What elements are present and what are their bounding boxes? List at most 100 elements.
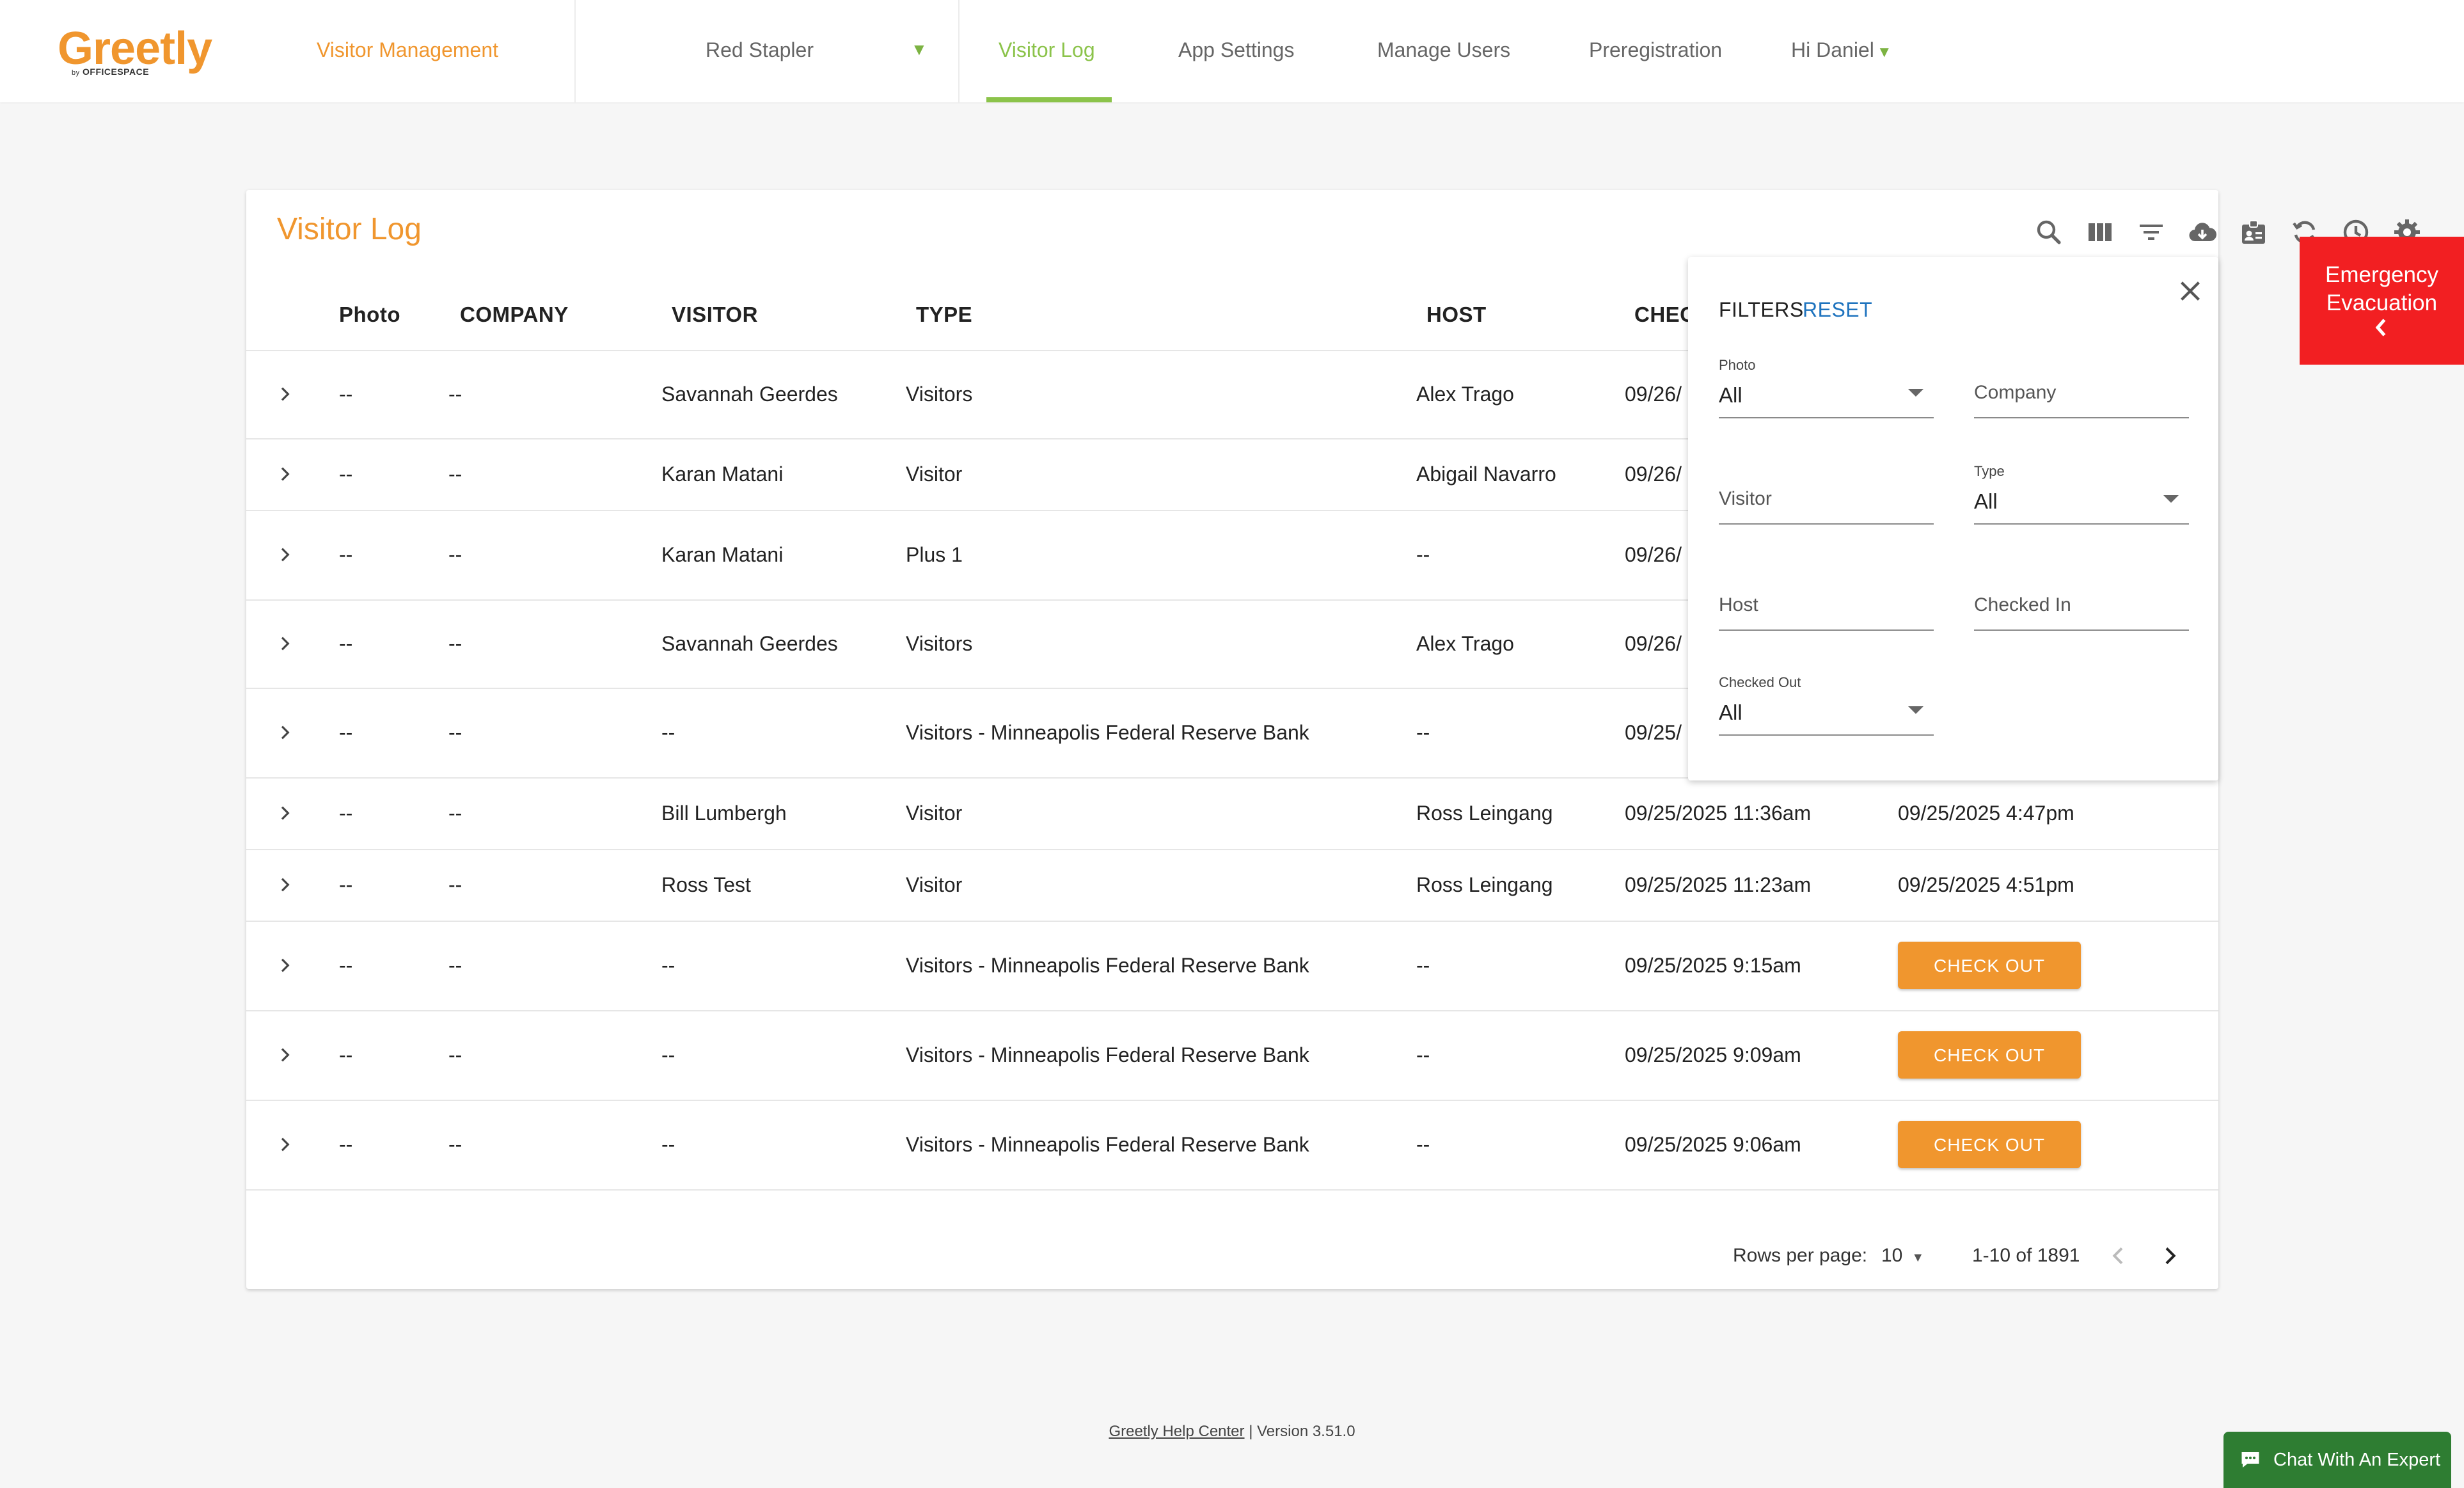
filter-company-input[interactable]: Company: [1974, 357, 2189, 421]
table-row[interactable]: -- -- Ross Test Visitor Ross Leingang 09/25/2…: [246, 849, 2218, 922]
cell-checked-out: 09/25/2025 4:51pm: [1898, 873, 2074, 896]
columns-icon[interactable]: [2085, 217, 2115, 248]
location-dropdown-arrow-icon[interactable]: ▼: [911, 40, 928, 59]
cell-company: --: [448, 1133, 462, 1156]
chevron-left-icon: [2370, 316, 2393, 339]
cell-checked-in: 09/25/: [1625, 721, 1682, 744]
location-selector[interactable]: Red Stapler: [706, 38, 814, 61]
cell-type: Visitor: [906, 463, 963, 486]
check-out-button[interactable]: CHECK OUT: [1898, 1121, 2081, 1168]
table-row[interactable]: -- -- -- Visitors - Minneapolis Federal Res…: [246, 1100, 2218, 1191]
filter-host-input[interactable]: Host: [1719, 569, 1934, 633]
cell-company: --: [448, 383, 462, 406]
table-row[interactable]: -- -- Bill Lumbergh Visitor Ross Leingang 09/…: [246, 777, 2218, 850]
cell-checked-in: 09/25/2025 9:09am: [1625, 1043, 1801, 1066]
column-header-host[interactable]: HOST: [1426, 303, 1487, 326]
chat-with-expert-button[interactable]: Chat With An Expert: [2223, 1432, 2451, 1488]
column-header-company[interactable]: COMPANY: [460, 303, 569, 326]
check-out-button[interactable]: CHECK OUT: [1898, 942, 2081, 989]
tab-manage-users[interactable]: Manage Users: [1377, 38, 1511, 61]
filter-checked-out-value: All: [1719, 700, 1742, 724]
previous-page-icon[interactable]: [2106, 1243, 2131, 1269]
expand-row-chevron-icon[interactable]: [274, 1045, 295, 1065]
help-center-link[interactable]: Greetly Help Center: [1109, 1423, 1245, 1440]
table-row[interactable]: -- -- Savannah Geerdes Visitors Alex Trago 09…: [246, 599, 2218, 689]
emergency-evacuation-button[interactable]: Emergency Evacuation: [2300, 237, 2464, 365]
filter-checked-in-placeholder: Checked In: [1974, 594, 2071, 615]
column-header-visitor[interactable]: VISITOR: [672, 303, 758, 326]
filter-checked-out-select[interactable]: Checked Out All: [1719, 674, 1934, 738]
emergency-label: Emergency Evacuation: [2300, 261, 2464, 317]
filters-reset-button[interactable]: RESET: [1803, 298, 1873, 321]
filter-visitor-input[interactable]: Visitor: [1719, 463, 1934, 527]
cell-photo: --: [339, 721, 353, 744]
expand-row-chevron-icon[interactable]: [274, 955, 295, 976]
table-row[interactable]: -- -- -- Visitors - Minneapolis Federal Res…: [246, 1010, 2218, 1101]
field-underline: [1719, 629, 1934, 631]
expand-row-chevron-icon[interactable]: [274, 1134, 295, 1155]
field-underline: [1719, 417, 1934, 418]
column-header-checked-in[interactable]: CHEC: [1634, 303, 1696, 326]
cell-visitor: Savannah Geerdes: [661, 632, 838, 655]
cell-checked-in: 09/26/: [1625, 463, 1682, 486]
check-out-button[interactable]: CHECK OUT: [1898, 1031, 2081, 1079]
tab-preregistration[interactable]: Preregistration: [1589, 38, 1723, 61]
cell-photo: --: [339, 463, 353, 486]
filter-photo-select[interactable]: Photo All: [1719, 357, 1934, 421]
emergency-line2: Evacuation: [2326, 290, 2438, 315]
expand-row-chevron-icon[interactable]: [274, 722, 295, 743]
filter-icon[interactable]: [2136, 217, 2167, 248]
filter-type-value: All: [1974, 489, 1998, 513]
logo-sub-brand: OFFICESPACE: [83, 67, 150, 77]
cell-type: Visitors - Minneapolis Federal Reserve B…: [906, 721, 1309, 744]
expand-row-chevron-icon[interactable]: [274, 544, 295, 565]
column-header-type[interactable]: TYPE: [916, 303, 973, 326]
badge-icon[interactable]: [2238, 217, 2269, 248]
nav-visitor-management[interactable]: Visitor Management: [317, 38, 498, 61]
cell-company: --: [448, 802, 462, 825]
search-icon[interactable]: [2034, 217, 2064, 248]
expand-row-chevron-icon[interactable]: [274, 633, 295, 654]
cloud-download-icon[interactable]: [2187, 217, 2218, 248]
pagination-range: 1-10 of 1891: [1972, 1245, 2080, 1266]
filter-type-select[interactable]: Type All: [1974, 463, 2189, 527]
cell-visitor: --: [661, 1133, 675, 1156]
close-icon[interactable]: [2176, 276, 2205, 306]
table-row[interactable]: -- -- Karan Matani Plus 1 -- 09/26/: [246, 510, 2218, 601]
next-page-icon[interactable]: [2157, 1243, 2183, 1269]
expand-row-chevron-icon[interactable]: [274, 384, 295, 404]
logo-sub-by: by: [72, 69, 80, 77]
cell-photo: --: [339, 383, 353, 406]
greetly-logo[interactable]: Greetly by OFFICESPACE: [58, 23, 212, 82]
table-row[interactable]: -- -- Savannah Geerdes Visitors Alex Trago 09…: [246, 350, 2218, 439]
tab-app-settings[interactable]: App Settings: [1178, 38, 1295, 61]
tab-visitor-log[interactable]: Visitor Log: [999, 38, 1095, 61]
cell-company: --: [448, 873, 462, 896]
rows-per-page-select[interactable]: 10 ▼: [1881, 1243, 1924, 1270]
table-row[interactable]: -- -- -- Visitors - Minneapolis Federal Res…: [246, 921, 2218, 1011]
filter-type-label: Type: [1974, 463, 2005, 479]
column-header-photo[interactable]: Photo: [339, 303, 400, 326]
cell-checked-in: 09/26/: [1625, 632, 1682, 655]
logo-wordmark: Greetly: [58, 23, 212, 74]
cell-checked-in: 09/26/: [1625, 383, 1682, 406]
table-row[interactable]: -- -- Karan Matani Visitor Abigail Navarro 09…: [246, 438, 2218, 511]
cell-type: Visitor: [906, 873, 963, 896]
filter-checked-in-input[interactable]: Checked In: [1974, 569, 2189, 633]
rows-per-page-value: 10: [1881, 1245, 1903, 1266]
cell-checked-out: 09/25/2025 4:47pm: [1898, 802, 2074, 825]
table-row[interactable]: -- -- -- Visitors - Minneapolis Federal Res…: [246, 688, 2218, 779]
nav-divider: [574, 0, 576, 102]
cell-photo: --: [339, 802, 353, 825]
user-greeting: Hi Daniel: [1791, 38, 1874, 61]
cell-photo: --: [339, 543, 353, 566]
expand-row-chevron-icon[interactable]: [274, 803, 295, 823]
cell-host: --: [1416, 543, 1430, 566]
cell-host: Abigail Navarro: [1416, 463, 1556, 486]
cell-visitor: Ross Test: [661, 873, 751, 896]
user-menu[interactable]: Hi Daniel ▼: [1791, 37, 1892, 65]
cell-company: --: [448, 954, 462, 977]
cell-checked-in: 09/25/2025 11:36am: [1625, 802, 1812, 825]
expand-row-chevron-icon[interactable]: [274, 464, 295, 484]
expand-row-chevron-icon[interactable]: [274, 875, 295, 895]
